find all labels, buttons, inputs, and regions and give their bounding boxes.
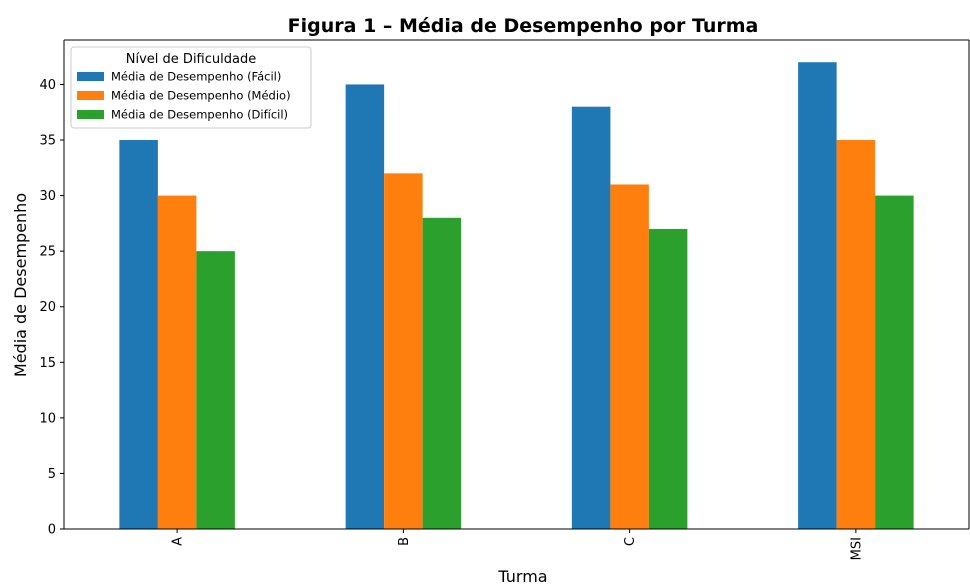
y-tick-label: 0 (48, 523, 56, 538)
bar-c-series-3 (648, 228, 688, 529)
legend-box (70, 46, 312, 129)
bar-msi-series-3 (875, 195, 914, 529)
legend-label-2: Média de Desempenho (Médio) (111, 89, 291, 103)
bar-c-series-2 (610, 184, 649, 530)
y-tick-label: 35 (39, 134, 56, 149)
bar-b-series-1 (345, 84, 385, 529)
bar-a-series-1 (119, 140, 158, 529)
legend-entries: Média de Desempenho (Fácil) Média de Dese… (77, 70, 291, 122)
x-tick-label: C (623, 537, 638, 546)
axes (63, 39, 970, 530)
legend: Nível de Dificuldade Média de Desempenho… (70, 46, 312, 129)
x-tick-label: B (397, 537, 412, 546)
legend-label-3: Média de Desempenho (Difícil) (111, 108, 288, 122)
y-axis-label: Média de Desempenho (11, 193, 30, 377)
y-tick-label: 25 (39, 245, 56, 260)
y-tick-label: 40 (39, 78, 56, 93)
x-ticks: A B C MSI (171, 529, 864, 560)
bar-b-series-2 (384, 173, 423, 530)
bar-b-series-3 (422, 217, 462, 529)
bar-c-series-1 (571, 106, 611, 530)
bar-a-series-3 (196, 251, 235, 529)
y-tick-label: 5 (48, 467, 56, 482)
legend-label-1: Média de Desempenho (Fácil) (111, 70, 281, 84)
y-tick-label: 20 (39, 300, 56, 315)
y-ticks: 0 5 10 15 20 25 30 35 40 (39, 78, 64, 538)
bars (119, 62, 914, 530)
y-tick-label: 30 (39, 189, 56, 204)
bar-msi-series-2 (836, 140, 876, 529)
legend-title: Nível de Dificuldade (126, 52, 256, 67)
y-tick-label: 10 (39, 411, 56, 426)
legend-swatch-1 (77, 72, 104, 81)
legend-swatch-2 (77, 91, 104, 100)
chart-title: Figura 1 – Média de Desempenho por Turma (288, 15, 759, 37)
x-tick-label: A (171, 537, 186, 546)
x-axis-label: Turma (497, 567, 547, 585)
x-tick-label: MSI (849, 537, 864, 560)
y-tick-label: 15 (39, 356, 56, 371)
bar-msi-series-1 (798, 62, 837, 529)
bar-a-series-2 (157, 195, 197, 529)
legend-swatch-3 (77, 110, 104, 119)
